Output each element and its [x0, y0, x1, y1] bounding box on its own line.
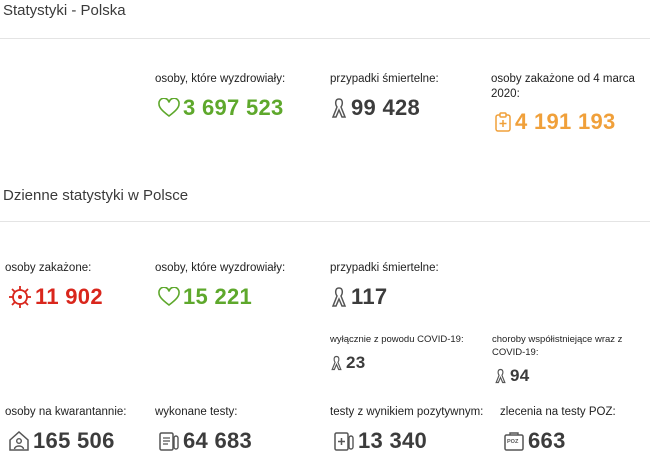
quarantine-value: 165 506	[33, 428, 115, 453]
test-clipboard-icon	[158, 430, 180, 452]
virus-icon	[8, 285, 32, 309]
deaths-total-label: przypadki śmiertelne:	[330, 73, 439, 85]
poz-bag-icon: POZ	[503, 430, 525, 452]
daily-infected-stat: 11 902	[8, 284, 103, 310]
quarantine-label: osoby na kwarantannie:	[5, 406, 127, 418]
infected-total-stat: 4 191 193	[494, 109, 616, 135]
daily-deaths-label: przypadki śmiertelne:	[330, 262, 439, 274]
ribbon-icon	[330, 97, 348, 119]
ribbon-icon	[494, 368, 507, 384]
infected-total-value: 4 191 193	[515, 109, 616, 134]
divider	[0, 38, 650, 39]
daily-deaths-stat: 117	[330, 284, 387, 310]
heart-icon	[158, 287, 180, 307]
deaths-total-value: 99 428	[351, 95, 421, 120]
positive-tests-label: testy z wynikiem pozytywnym:	[330, 406, 484, 418]
section-title-poland: Statystyki - Polska	[3, 2, 126, 19]
positive-tests-value: 13 340	[358, 428, 428, 453]
ribbon-icon	[330, 286, 348, 308]
section-title-daily: Dzienne statystyki w Polsce	[3, 187, 189, 204]
positive-tests-stat: 13 340	[333, 428, 427, 454]
poz-badge-text: POZ	[507, 439, 519, 445]
comorbid-label: choroby współistniejące wraz z COVID-19:	[492, 334, 623, 358]
covid-only-label: wyłącznie z powodu COVID-19:	[330, 334, 464, 345]
positive-test-icon	[333, 430, 355, 452]
daily-infected-label: osoby zakażone:	[5, 262, 92, 274]
ribbon-icon	[330, 355, 343, 371]
divider	[0, 221, 650, 222]
comorbid-value: 94	[510, 366, 530, 385]
covid-only-value: 23	[346, 353, 366, 372]
quarantine-stat: 165 506	[8, 428, 115, 454]
house-person-icon	[8, 430, 30, 452]
infected-total-label: osoby zakażone od 4 marca 2020:	[491, 73, 635, 100]
recovered-total-label: osoby, które wyzdrowiały:	[155, 73, 286, 85]
poz-orders-value: 663	[528, 428, 566, 453]
recovered-total-stat: 3 697 523	[158, 95, 284, 121]
covid-only-stat: 23	[330, 353, 366, 373]
tests-label: wykonane testy:	[155, 406, 238, 418]
recovered-total-value: 3 697 523	[183, 95, 284, 120]
comorbid-stat: 94	[494, 366, 530, 386]
deaths-total-stat: 99 428	[330, 95, 420, 121]
daily-recovered-label: osoby, które wyzdrowiały:	[155, 262, 286, 274]
clipboard-medical-icon	[494, 111, 512, 133]
tests-stat: 64 683	[158, 428, 252, 454]
daily-recovered-value: 15 221	[183, 284, 253, 309]
daily-deaths-value: 117	[351, 284, 388, 309]
poz-orders-stat: POZ 663	[503, 428, 566, 454]
poz-orders-label: zlecenia na testy POZ:	[500, 406, 616, 418]
tests-value: 64 683	[183, 428, 253, 453]
daily-infected-value: 11 902	[35, 284, 103, 309]
heart-icon	[158, 98, 180, 118]
daily-recovered-stat: 15 221	[158, 284, 252, 310]
